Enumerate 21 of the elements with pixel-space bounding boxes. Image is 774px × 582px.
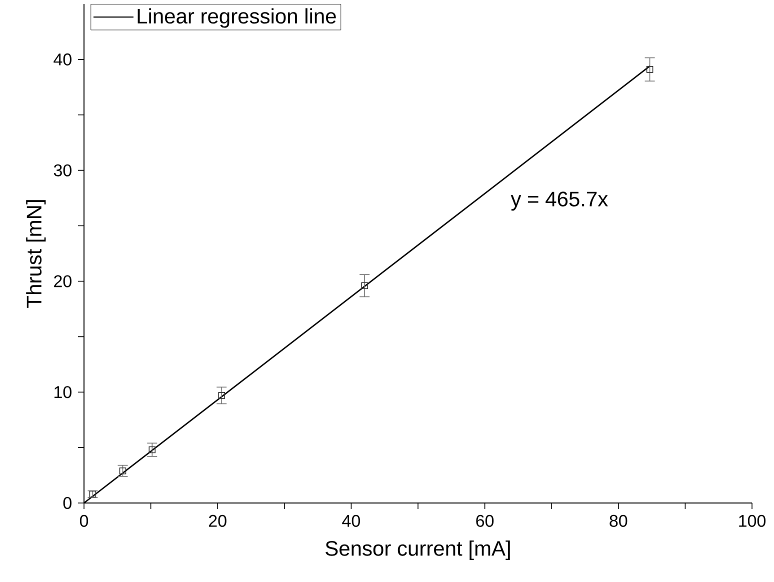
annotation: y = 465.7x — [510, 192, 608, 211]
y-tick-label: 30 — [54, 164, 72, 176]
point — [646, 66, 654, 73]
y-tick-label: 40 — [54, 53, 72, 66]
y-tick-label: 20 — [54, 275, 72, 288]
point — [89, 490, 96, 498]
x-tick-label: 0 — [80, 514, 88, 527]
point — [218, 392, 226, 399]
x-axis-title: Sensor current [mA] — [326, 540, 510, 560]
x-tick-label: 40 — [342, 514, 360, 527]
x-tick-label: 60 — [476, 514, 494, 527]
y-tick-label: 10 — [54, 386, 72, 398]
x-tick-label: 20 — [209, 514, 226, 527]
y-tick-label: 0 — [63, 496, 72, 510]
x-tick-label: 80 — [610, 514, 628, 527]
legend-label: Linear regression line — [138, 8, 336, 28]
y-axis-title: Thrust [mN] — [26, 200, 46, 308]
point — [361, 282, 368, 290]
x-tick-label: 100 — [739, 514, 766, 527]
point — [119, 467, 126, 474]
point — [148, 446, 156, 454]
